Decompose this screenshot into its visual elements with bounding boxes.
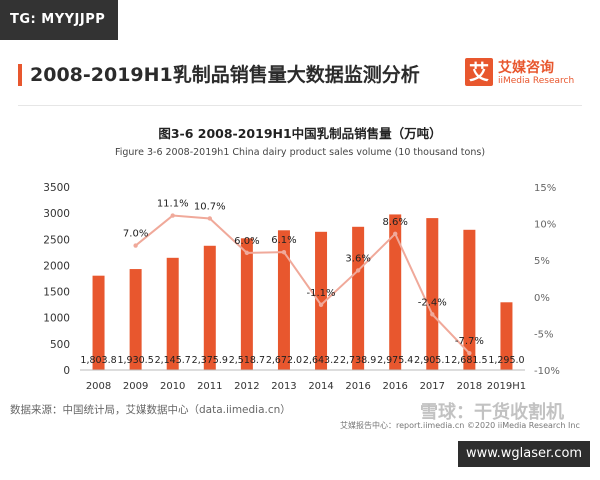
bar-value-label: 2,643.2	[303, 355, 339, 366]
y-axis-right: -10% -5% 0% 5% 10% 15%	[534, 183, 560, 377]
bar-series	[92, 214, 513, 370]
header-divider	[18, 105, 582, 106]
x-tick-label: 2012	[234, 381, 259, 392]
growth-label: 10.7%	[194, 201, 226, 212]
growth-point	[207, 216, 212, 221]
growth-point	[430, 312, 435, 317]
bar	[500, 302, 513, 370]
y-tick-label: 0	[63, 365, 70, 377]
growth-point	[244, 250, 250, 256]
y-tick-label: 500	[50, 339, 70, 351]
bar-value-label: 2,738.9	[340, 355, 376, 366]
sales-chart: 图3-6 2008-2019H1中国乳制品销售量（万吨） Figure 3-6 …	[43, 126, 560, 392]
y-tick-label: 2000	[43, 260, 70, 272]
x-tick-label: 2011	[197, 381, 222, 392]
growth-point	[393, 231, 398, 237]
growth-point	[318, 302, 324, 308]
growth-rate-labels: 7.0% 11.1% 10.7% 6.0% 6.1% -1.1% 3.6% 8.6% -2.4%…	[123, 199, 484, 348]
site-badge: www.wglaser.com	[458, 441, 590, 467]
bar	[426, 218, 439, 370]
y-axis-left: 0 500 1000 1500 2000 2500 3000 3500	[43, 182, 70, 377]
y2-tick-label: -10%	[534, 366, 560, 377]
growth-point	[281, 249, 287, 255]
growth-label: 6.0%	[234, 236, 259, 247]
growth-point	[355, 268, 361, 273]
growth-label: 8.6%	[383, 217, 408, 228]
bar	[315, 231, 328, 370]
bar-value-label: 2,145.7	[155, 355, 191, 366]
copyright-footer: 艾媒报告中心：report.iimedia.cn ©2020 iiMedia R…	[340, 421, 580, 430]
iimedia-logo-icon: 艾	[465, 58, 493, 86]
x-tick-label: 2016	[382, 381, 407, 392]
growth-label: 7.0%	[123, 229, 148, 240]
bar	[389, 214, 402, 370]
chart-title: 图3-6 2008-2019H1中国乳制品销售量（万吨）	[158, 126, 441, 141]
bar	[92, 275, 105, 370]
x-tick-label: 2013	[271, 381, 296, 392]
y-tick-label: 3500	[43, 182, 70, 194]
growth-label: 11.1%	[157, 199, 189, 210]
x-tick-label: 2010	[160, 381, 185, 392]
x-tick-label: 2008	[86, 381, 111, 392]
growth-point	[170, 213, 175, 218]
x-tick-label: 2017	[420, 381, 445, 392]
bar-value-label: 2,681.5	[451, 355, 487, 366]
bar-value-label: 1,803.8	[80, 355, 116, 366]
logo-en-text: iiMedia Research	[498, 76, 575, 86]
growth-label: -7.7%	[455, 336, 484, 347]
bar	[463, 229, 476, 370]
y2-tick-label: 15%	[534, 183, 556, 194]
channel-tag: TG: MYYJJPP	[0, 0, 118, 40]
bar	[352, 226, 365, 370]
x-tick-label: 2014	[308, 381, 333, 392]
bar-value-label: 2,672.0	[266, 355, 302, 366]
x-tick-label: 2016	[345, 381, 370, 392]
bar-value-label: 2,905.1	[414, 355, 450, 366]
y-tick-label: 2500	[43, 234, 70, 246]
y-tick-label: 1000	[43, 313, 70, 325]
y2-tick-label: 10%	[534, 220, 556, 231]
bar-value-label: 2,375.9	[192, 355, 228, 366]
bar	[240, 238, 253, 370]
y2-tick-label: -5%	[534, 329, 553, 340]
growth-line	[134, 214, 471, 354]
bar-value-label: 1,295.0	[488, 355, 524, 366]
growth-line-series	[133, 213, 472, 356]
y2-tick-label: 0%	[534, 293, 550, 304]
bar	[129, 269, 142, 370]
xueqiu-watermark: 雪球：干货收割机	[420, 402, 564, 423]
bar-value-label: 1,930.5	[117, 355, 153, 366]
chart-subtitle: Figure 3-6 2008-2019h1 China dairy produ…	[115, 147, 485, 158]
bar	[166, 257, 179, 370]
bar-value-labels: 1,803.8 1,930.5 2,145.7 2,375.9 2,518.7 2,672…	[80, 355, 524, 366]
growth-label: -1.1%	[307, 288, 336, 299]
logo-cn-text: 艾媒咨询	[498, 60, 554, 76]
data-source-note: 数据来源：中国统计局，艾媒数据中心（data.iimedia.cn）	[10, 404, 291, 416]
y-tick-label: 1500	[43, 287, 70, 299]
bar-value-label: 2,975.4	[377, 355, 413, 366]
x-tick-label: 2009	[123, 381, 148, 392]
bar-value-label: 2,518.7	[229, 355, 265, 366]
growth-point	[133, 243, 138, 248]
growth-label: 3.6%	[345, 253, 370, 264]
x-tick-label: 2018	[457, 381, 482, 392]
growth-point	[467, 350, 472, 356]
bar	[203, 245, 216, 370]
page-title: 2008-2019H1乳制品销售量大数据监测分析	[30, 64, 420, 86]
bar	[277, 230, 290, 370]
growth-label: 6.1%	[271, 235, 296, 246]
y2-tick-label: 5%	[534, 256, 550, 267]
x-tick-label: 2019H1	[487, 381, 526, 392]
title-accent-bar	[18, 64, 22, 86]
growth-label: -2.4%	[418, 297, 447, 308]
x-axis: 2008 2009 2010 2011 2012 2013 2014 2016 2016 2017…	[80, 369, 526, 392]
y-tick-label: 3000	[43, 208, 70, 220]
